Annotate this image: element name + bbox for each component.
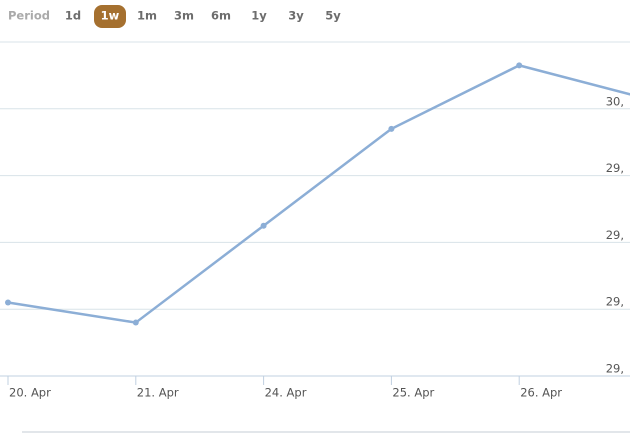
period-button[interactable]: 1y — [251, 9, 267, 23]
period-button[interactable]: 1m — [137, 9, 157, 23]
y-tick-label: 29, — [606, 161, 624, 175]
period-button[interactable]: 1d — [65, 9, 81, 23]
x-tick-label: 25. Apr — [392, 386, 434, 400]
x-tick-label: 21. Apr — [137, 386, 179, 400]
y-tick-label: 29, — [606, 228, 624, 242]
period-button[interactable]: 3m — [174, 9, 194, 23]
x-tick-label: 24. Apr — [265, 386, 307, 400]
period-button[interactable]: 1w — [101, 9, 120, 23]
period-label: Period — [8, 9, 50, 23]
data-point — [516, 62, 523, 69]
x-tick-label: 20. Apr — [9, 386, 51, 400]
line-series — [7, 64, 630, 324]
y-tick-label: 30, — [606, 94, 624, 108]
data-point — [132, 319, 139, 326]
data-point — [5, 299, 11, 306]
x-tick-label: 26. Apr — [520, 386, 562, 400]
period-button-bg[interactable] — [94, 5, 126, 28]
y-tick-label: 29, — [606, 295, 624, 309]
period-button[interactable]: 5y — [325, 9, 341, 23]
data-point — [260, 222, 267, 229]
data-point — [388, 125, 395, 132]
period-button[interactable]: 3y — [288, 9, 304, 23]
y-tick-label: 29, — [606, 362, 624, 376]
period-button[interactable]: 6m — [211, 9, 231, 23]
